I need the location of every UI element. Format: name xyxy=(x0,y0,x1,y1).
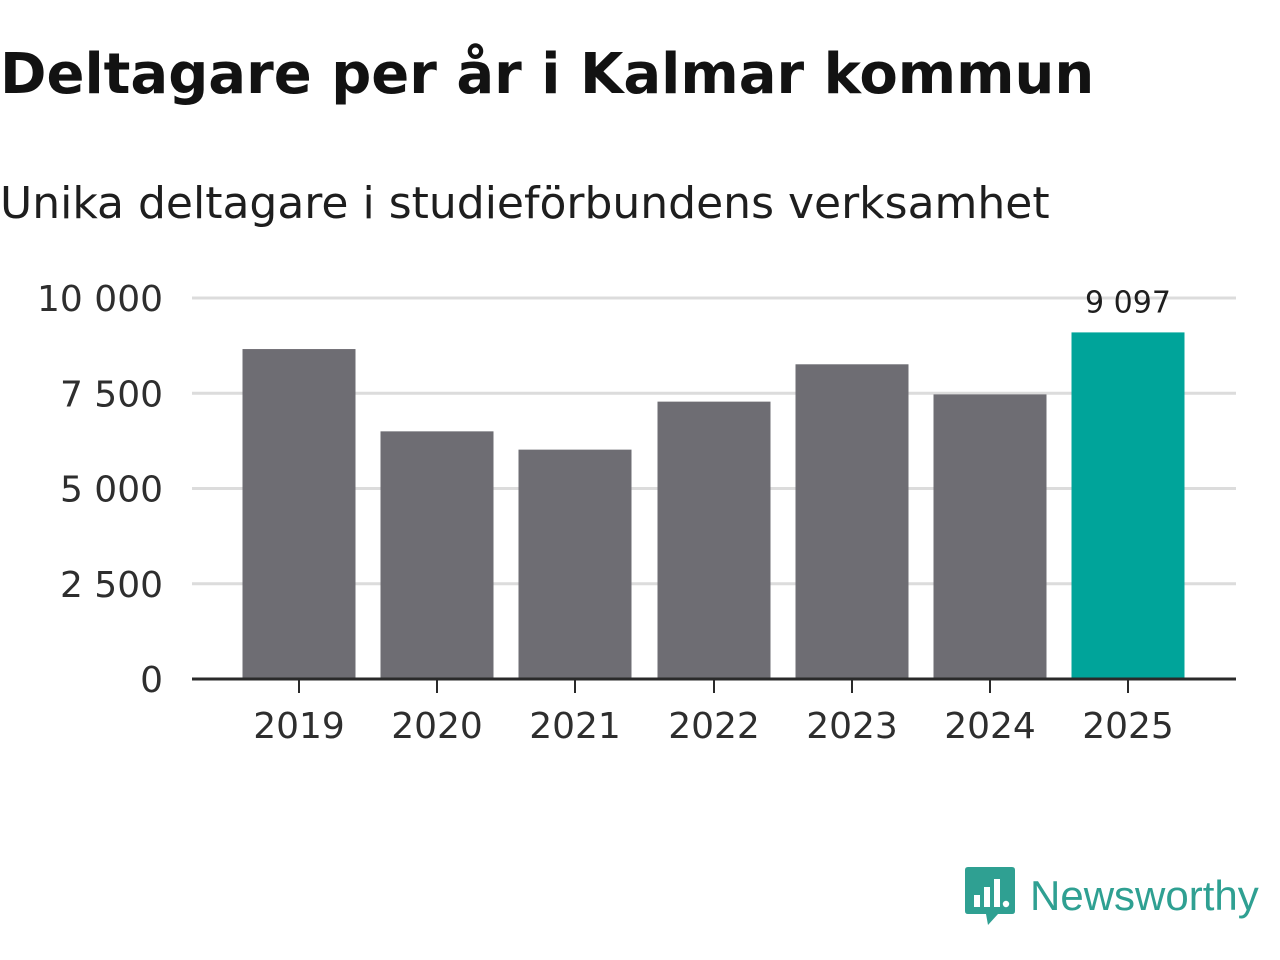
x-tick-label: 2021 xyxy=(529,706,621,747)
y-tick-label: 0 xyxy=(140,660,163,701)
y-tick-label: 2 500 xyxy=(60,565,163,606)
x-tick-label: 2024 xyxy=(944,706,1036,747)
y-tick-label: 5 000 xyxy=(60,470,163,511)
y-tick-label: 7 500 xyxy=(60,374,163,415)
x-tick-label: 2022 xyxy=(668,706,760,747)
x-tick-label: 2020 xyxy=(391,706,483,747)
bar-2025 xyxy=(1071,332,1185,679)
bar-2020 xyxy=(380,431,494,679)
x-tick-label: 2023 xyxy=(806,706,898,747)
bar-2019 xyxy=(242,349,356,679)
newsworthy-logo-icon xyxy=(965,867,1015,925)
x-tick-label: 2025 xyxy=(1082,706,1174,747)
bar-2024 xyxy=(933,394,1047,679)
labels: 0 2 500 5 000 7 500 10 000 2019 2020 2021 2022 20… xyxy=(37,279,1174,747)
brand: Newsworthy xyxy=(964,864,1259,928)
brand-name: Newsworthy xyxy=(1030,872,1259,919)
x-tick-label: 2019 xyxy=(253,706,345,747)
data-label: 9 097 xyxy=(1085,285,1171,320)
chart-subtitle: Unika deltagare i studieförbundens verks… xyxy=(0,178,1050,229)
axes xyxy=(192,677,1236,693)
bar-2021 xyxy=(518,449,632,679)
bars xyxy=(242,332,1185,679)
chart-title: Deltagare per år i Kalmar kommun xyxy=(0,42,1095,107)
bar-2022 xyxy=(657,401,771,679)
y-tick-label: 10 000 xyxy=(37,279,163,320)
bar-2023 xyxy=(795,364,909,679)
